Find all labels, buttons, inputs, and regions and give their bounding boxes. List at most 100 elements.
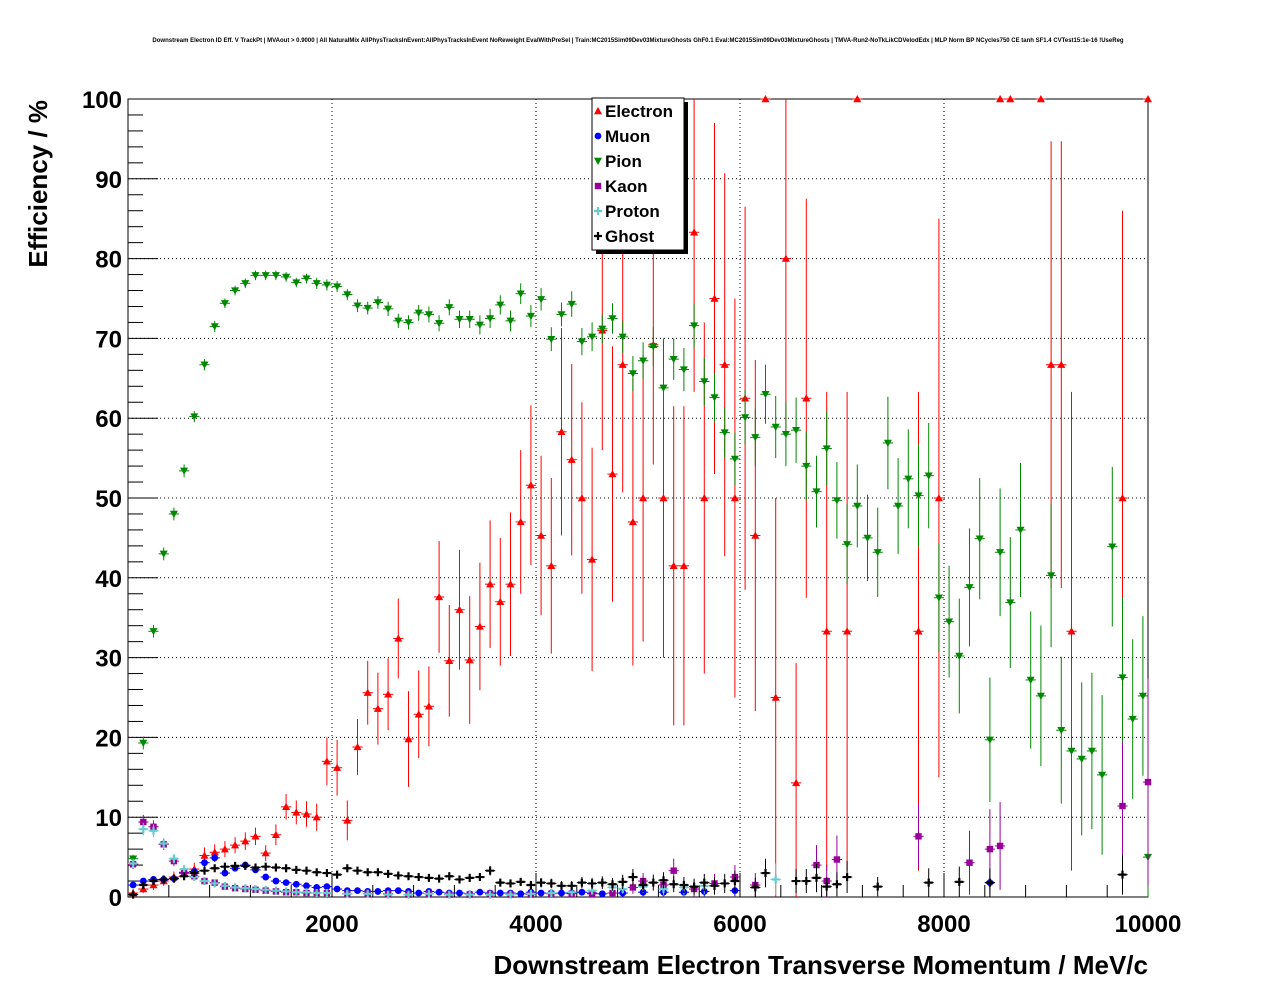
pion-point	[343, 291, 352, 299]
proton-point	[129, 859, 138, 868]
pion-point	[312, 280, 321, 288]
y-tick-label: 90	[95, 167, 122, 194]
proton-point	[465, 890, 474, 899]
proton-point	[506, 890, 515, 899]
pion-point	[741, 414, 750, 422]
pion-point	[1006, 599, 1015, 607]
electron-point	[537, 531, 546, 539]
electron-point	[455, 605, 464, 613]
legend-marker-proton	[594, 207, 602, 215]
legend-entry-electron: Electron	[594, 102, 673, 121]
pion-point	[751, 434, 760, 442]
ghost-point	[475, 873, 484, 882]
pion-point	[210, 323, 219, 331]
pion-point	[159, 550, 168, 558]
ghost-point	[1118, 870, 1127, 879]
electron-point	[628, 517, 637, 526]
kaon-point	[996, 842, 1004, 850]
ghost-point	[312, 868, 321, 877]
electron-point	[241, 837, 250, 845]
electron-point	[608, 470, 617, 478]
proton-point	[180, 865, 189, 874]
ghost-point	[251, 863, 260, 872]
pion-point	[955, 652, 964, 661]
muon-point	[129, 881, 137, 889]
ghost-point	[200, 866, 209, 875]
pion-point	[822, 445, 831, 453]
proton-point	[149, 826, 158, 835]
ghost-point	[802, 877, 811, 886]
ghost-point	[455, 875, 464, 884]
electron-point	[577, 494, 586, 502]
pion-point	[690, 322, 699, 330]
x-tick-label: 6000	[713, 911, 766, 938]
pion-point	[333, 283, 342, 291]
ghost-point	[516, 877, 525, 886]
legend-label-electron: Electron	[605, 102, 673, 121]
pion-point	[373, 299, 382, 307]
ghost-point	[567, 881, 576, 890]
muon-point	[211, 854, 219, 862]
pion-point	[843, 541, 852, 549]
electron-point	[506, 580, 515, 588]
electron-point	[822, 627, 831, 635]
pion-point	[169, 510, 178, 518]
ghost-point	[353, 866, 362, 875]
ghost-point	[720, 879, 729, 888]
proton-point	[139, 825, 148, 834]
electron-point	[567, 455, 576, 463]
y-tick-label: 20	[95, 725, 122, 752]
ghost-point	[302, 866, 311, 875]
ghost-point	[363, 868, 372, 877]
axis-tick-labels: 2000 4000 6000 8000 10000 0 10 20 30 40 50 60 70 80 90…	[82, 87, 1181, 938]
ghost-point	[414, 873, 423, 882]
proton-point	[200, 877, 209, 886]
legend-marker-pion	[594, 157, 602, 165]
electron-point	[486, 580, 495, 588]
y-tick-label: 80	[95, 247, 122, 274]
muon-point	[394, 887, 402, 895]
proton-point	[220, 881, 229, 890]
ghost-point	[598, 878, 607, 887]
ghost-point	[190, 869, 199, 878]
electron-point	[639, 494, 648, 502]
muon-point	[313, 884, 321, 891]
proton-point	[384, 890, 393, 899]
legend-entry-proton: Proton	[594, 202, 660, 221]
y-tick-label: 10	[95, 805, 122, 832]
pion-point	[996, 549, 1005, 557]
pion-point	[781, 430, 790, 439]
ghost-point	[282, 864, 291, 873]
pion-point	[945, 618, 954, 626]
muon-point	[282, 879, 290, 887]
legend-label-muon: Muon	[605, 127, 650, 146]
pion-point	[241, 280, 250, 288]
ghost-point	[700, 878, 709, 887]
electron-point	[496, 597, 505, 605]
ghost-point	[690, 882, 699, 891]
legend-label-kaon: Kaon	[605, 177, 648, 196]
pion-point	[639, 357, 648, 365]
pion-point	[761, 391, 770, 399]
electron-point	[343, 816, 352, 824]
muon-point	[415, 889, 423, 897]
muon-point	[558, 889, 565, 897]
proton-point	[210, 879, 219, 888]
ghost-point	[343, 864, 352, 873]
ghost-point	[129, 890, 138, 899]
legend-label-pion: Pion	[605, 152, 642, 171]
electron-point	[720, 360, 729, 368]
proton-point	[169, 854, 178, 863]
pion-point	[302, 275, 311, 283]
kaon-point	[140, 818, 147, 826]
muon-point	[323, 883, 331, 891]
pion-point	[965, 584, 974, 592]
legend: Electron Muon Pion Kaon Proton Ghost	[591, 97, 688, 254]
ghost-point	[139, 881, 148, 890]
x-tick-label: 10000	[1115, 911, 1182, 938]
kaon-point	[629, 884, 637, 891]
ghost-point	[526, 881, 535, 890]
pion-point	[771, 423, 780, 431]
proton-point	[547, 889, 556, 898]
muon-point	[435, 888, 443, 896]
